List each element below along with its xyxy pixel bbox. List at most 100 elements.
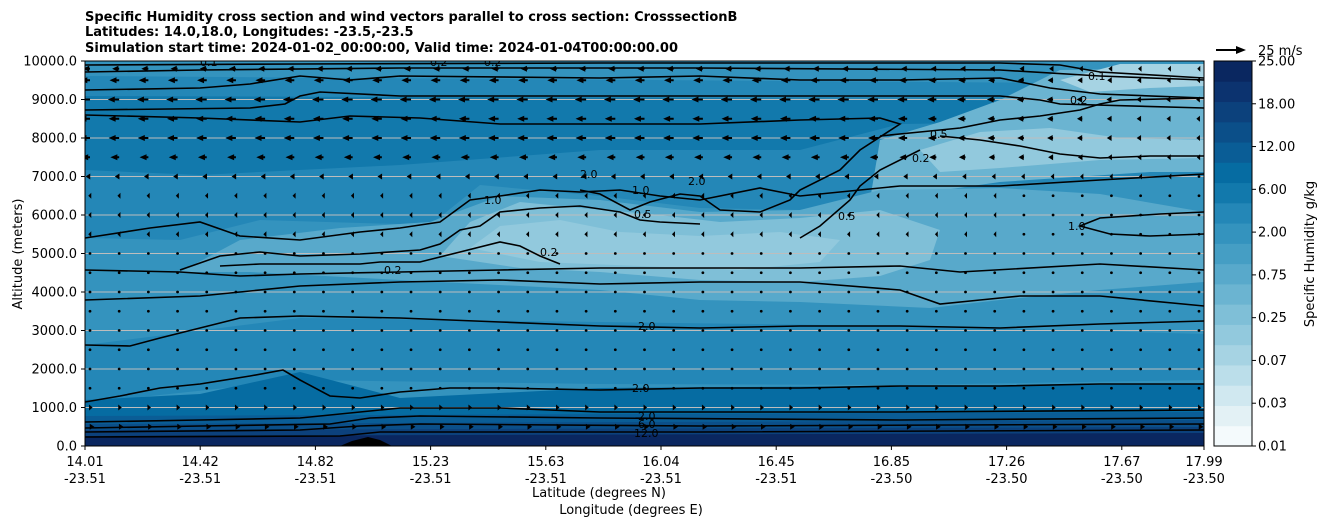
wind-vector: [234, 271, 238, 275]
wind-vector: [235, 423, 241, 430]
wind-vector: [467, 212, 471, 218]
wind-vector: [1022, 329, 1026, 332]
contour-label: 0.5: [634, 208, 652, 221]
wind-vector: [702, 423, 708, 430]
wind-vector: [1110, 271, 1113, 275]
wind-vector-head: [788, 231, 792, 238]
wind-vector: [693, 77, 703, 84]
wind-vector: [467, 367, 471, 371]
wind-vector: [905, 290, 909, 294]
wind-vector: [234, 290, 238, 294]
wind-vector-head: [988, 77, 995, 84]
wind-vector: [497, 271, 500, 275]
wind-vector: [400, 115, 412, 122]
wind-vector: [759, 329, 763, 332]
wind-key-label: 25 m/s: [1258, 44, 1303, 59]
wind-vector: [993, 309, 997, 313]
contour-line: [85, 315, 1204, 347]
wind-vector-head: [847, 192, 851, 199]
wind-vector: [410, 404, 414, 411]
wind-vector: [643, 290, 646, 294]
wind-vector-head: [166, 135, 174, 141]
wind-vector-head: [1106, 96, 1112, 103]
wind-vector-head: [204, 192, 209, 199]
wind-vector: [175, 231, 179, 238]
wind-vector: [723, 154, 733, 161]
wind-vector: [343, 154, 353, 161]
wind-vector: [351, 404, 356, 411]
wind-vector: [285, 154, 295, 161]
wind-vector-head: [750, 115, 758, 122]
wind-vector: [847, 231, 851, 238]
wind-vector: [234, 309, 238, 313]
wind-vector-head: [643, 404, 648, 411]
wind-vector: [351, 386, 355, 390]
wind-vector: [671, 192, 675, 199]
wind-vector-head: [342, 115, 350, 122]
wind-vector: [692, 135, 703, 141]
wind-vector-head: [255, 77, 263, 84]
wind-vector: [730, 252, 734, 255]
wind-vector: [818, 309, 822, 313]
wind-vector: [234, 386, 238, 390]
wind-vector-head: [467, 231, 471, 238]
wind-vector: [1139, 386, 1143, 390]
wind-vector: [234, 404, 239, 411]
wind-vector: [527, 423, 533, 430]
wind-vector: [138, 77, 149, 84]
wind-vector-head: [673, 423, 679, 430]
wind-vector: [1022, 386, 1026, 390]
wind-vector-head: [282, 96, 290, 103]
wind-vector: [731, 404, 735, 411]
wind-vector: [934, 192, 938, 199]
wind-vector: [399, 96, 412, 103]
wind-vector: [520, 65, 528, 72]
wind-vector: [255, 77, 266, 84]
wind-vector-head: [526, 404, 531, 411]
wind-vector-head: [85, 173, 91, 180]
wind-vector: [263, 386, 267, 390]
x-tick-label-latitude: 17.99: [1185, 455, 1222, 470]
wind-vector-head: [313, 77, 321, 84]
wind-vector: [934, 290, 938, 294]
contour-line: [85, 423, 1204, 433]
wind-vector: [1198, 404, 1202, 411]
wind-vector: [634, 77, 645, 84]
x-tick-label-latitude: 15.23: [412, 455, 449, 470]
wind-vector-head: [380, 212, 384, 218]
wind-vector-head: [546, 115, 554, 122]
wind-vector-head: [935, 404, 939, 411]
wind-vector-head: [263, 231, 267, 238]
wind-vector-head: [1167, 65, 1171, 72]
wind-vector-head: [585, 404, 589, 411]
wind-vector-head: [371, 135, 379, 141]
wind-vector-head: [117, 231, 121, 238]
wind-vector-head: [410, 423, 416, 430]
wind-vector: [323, 423, 328, 430]
wind-vector: [698, 173, 704, 180]
wind-vector: [1168, 252, 1172, 255]
wind-vector-head: [264, 423, 270, 430]
contour-line: [85, 62, 1204, 79]
wind-vector: [903, 173, 908, 180]
wind-vector: [322, 348, 325, 352]
wind-vector-head: [117, 192, 121, 199]
colorbar-band: [1214, 405, 1252, 427]
wind-vector: [467, 192, 471, 199]
wind-vector: [1196, 135, 1200, 141]
wind-vector-head: [899, 154, 907, 161]
wind-vector-head: [409, 231, 413, 238]
wind-vector-head: [1046, 96, 1053, 103]
wind-vector: [1168, 173, 1172, 180]
wind-vector-head: [789, 404, 794, 411]
wind-vector: [205, 309, 209, 313]
wind-vector: [438, 329, 442, 332]
wind-vector: [1022, 252, 1026, 255]
wind-vector-head: [136, 96, 144, 103]
wind-vector: [1168, 213, 1172, 217]
wind-vector-head: [146, 231, 150, 238]
wind-vector-head: [370, 96, 378, 103]
wind-vector-head: [517, 135, 525, 141]
wind-vector: [110, 154, 120, 161]
wind-vector: [847, 404, 852, 411]
